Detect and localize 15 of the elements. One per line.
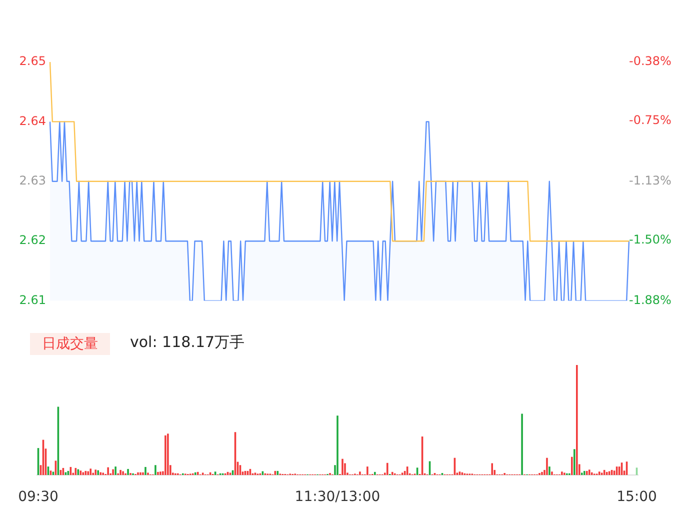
y-tick-label: 2.65 <box>19 54 46 68</box>
y-tick-label: 2.62 <box>19 233 46 248</box>
chart-subtitle: vol: 118.17万手 <box>130 332 245 352</box>
y2-tick-label: -1.88% <box>629 292 672 307</box>
y2-tick-label: -0.38% <box>629 54 672 68</box>
y2-tick-label: -1.50% <box>629 232 672 246</box>
y-tick-label: 2.61 <box>19 292 46 307</box>
y-tick-label: 2.64 <box>19 114 46 128</box>
y-tick-label: 2.63 <box>19 174 46 188</box>
x-tick-label: 15:00 <box>616 489 657 506</box>
chart-title: 日成交量 <box>30 333 110 355</box>
x-tick-label: 11:30/13:00 <box>294 489 380 506</box>
x-tick-label: 09:30 <box>18 489 58 506</box>
y2-tick-label: -1.13% <box>629 174 672 188</box>
y2-tick-label: -0.75% <box>629 113 672 128</box>
